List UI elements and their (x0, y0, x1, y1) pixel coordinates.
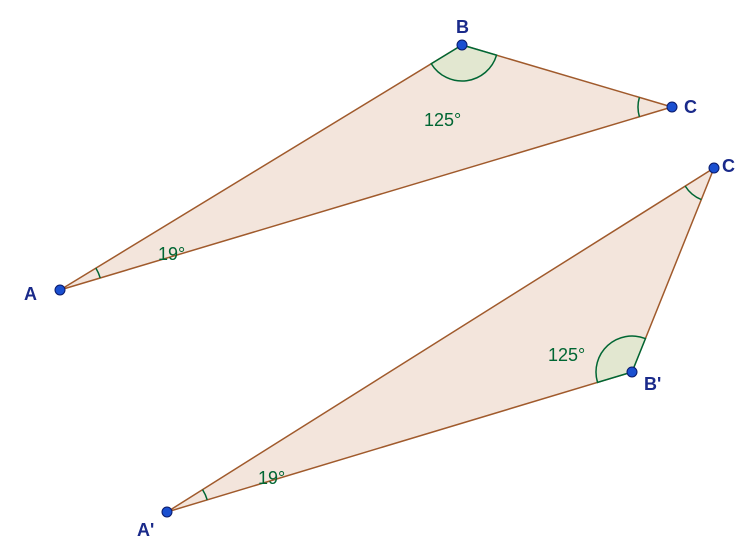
angle-label-Ap: 19° (258, 468, 285, 489)
angle-label-A: 19° (158, 244, 185, 265)
vertex-label-Bp: B' (644, 374, 661, 395)
vertex-label-B: B (456, 17, 469, 38)
angle-label-Bp: 125° (548, 345, 585, 366)
angle-label-B: 125° (424, 110, 461, 131)
geometry-scene (0, 0, 736, 560)
vertex-label-C: C (684, 97, 697, 118)
vertex-label-A: A (24, 284, 37, 305)
vertex-label-Cp: C' (722, 156, 736, 177)
vertex-label-Ap: A' (137, 520, 154, 541)
